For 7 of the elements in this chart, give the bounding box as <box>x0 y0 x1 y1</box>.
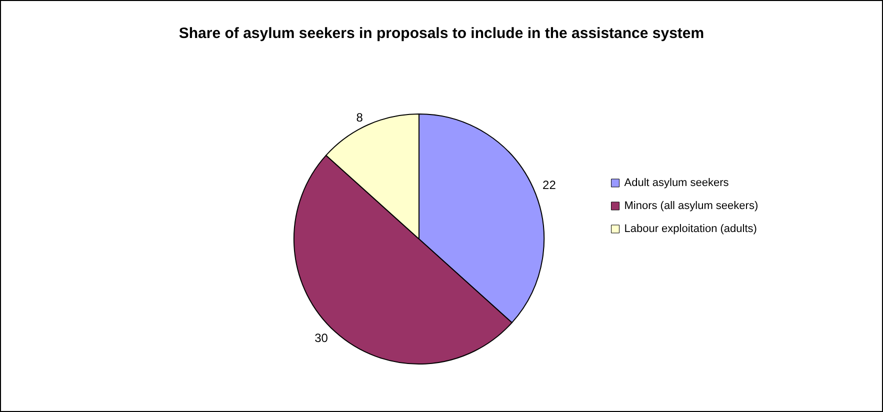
legend-label: Adult asylum seekers <box>624 177 730 189</box>
legend-label: Labour exploitation (adults) <box>624 223 757 235</box>
data-label: 22 <box>542 178 556 192</box>
data-label: 30 <box>314 330 328 345</box>
data-label: 8 <box>356 110 364 124</box>
chart-title: Share of asylum seekers in proposals to include in the assistance system <box>178 25 704 42</box>
legend-label: Minors (all asylum seekers) <box>624 200 758 212</box>
